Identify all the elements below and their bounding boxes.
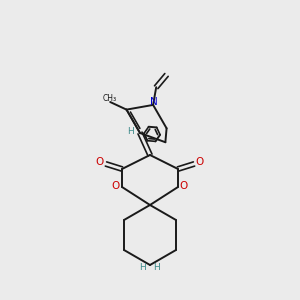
Text: H: H <box>154 263 160 272</box>
Text: O: O <box>96 157 104 167</box>
Text: CH₃: CH₃ <box>103 94 117 103</box>
Text: O: O <box>180 181 188 191</box>
Text: O: O <box>196 157 204 167</box>
Text: H: H <box>140 263 146 272</box>
Text: N: N <box>150 97 158 107</box>
Text: O: O <box>112 181 120 191</box>
Text: H: H <box>128 128 134 136</box>
